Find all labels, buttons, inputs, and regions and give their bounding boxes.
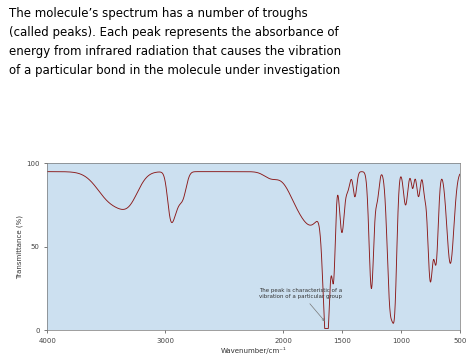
X-axis label: Wavenumber/cm⁻¹: Wavenumber/cm⁻¹	[221, 346, 286, 354]
Y-axis label: Transmittance (%): Transmittance (%)	[17, 215, 24, 279]
Text: The molecule’s spectrum has a number of troughs
(called peaks). Each peak repres: The molecule’s spectrum has a number of …	[9, 7, 342, 77]
Text: The peak is characteristic of a
vibration of a particular group: The peak is characteristic of a vibratio…	[259, 288, 343, 321]
